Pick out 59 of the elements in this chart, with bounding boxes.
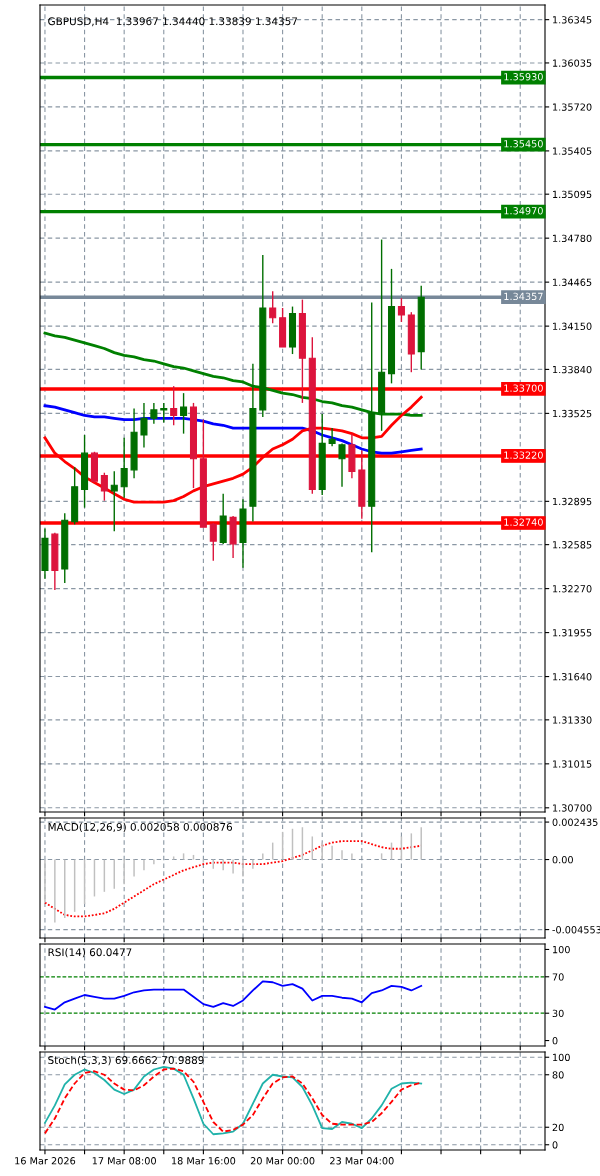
y-tick-label: 1.32270: [553, 585, 592, 593]
ref-line-label: 1.32740: [504, 518, 543, 526]
y-tick-label: 30: [552, 1009, 564, 1018]
x-tick-label: 23 Mar 04:00: [330, 1157, 394, 1165]
candlestick: [150, 402, 158, 425]
y-tick-label: 1.32585: [553, 541, 592, 549]
ref-line-label: 1.33220: [504, 451, 543, 459]
y-tick-label: 1.32895: [553, 497, 592, 506]
y-tick-label: 1.33525: [553, 409, 592, 418]
y-tick-label: 1.35720: [553, 103, 592, 111]
candlestick: [397, 297, 405, 323]
y-tick-label: 0.002435: [552, 818, 598, 826]
y-tick-label: 70: [552, 973, 564, 981]
y-tick-label: 0: [552, 1141, 558, 1149]
ref-line-label: 1.35450: [504, 140, 543, 148]
candlestick: [180, 392, 188, 435]
y-tick-label: 0.00: [552, 856, 573, 864]
candlestick: [100, 472, 108, 502]
text: GBPUSD,H4 1.33967 1.34440 1.33839 1.34357: [48, 17, 298, 27]
line-series: [44, 980, 423, 1011]
candlestick: [338, 442, 346, 488]
y-tick-label: 1.34465: [553, 278, 592, 286]
candlestick: [209, 522, 217, 562]
x-tick-label: 17 Mar 08:00: [92, 1157, 156, 1165]
x-tick-label: 16 Mar 2026: [15, 1157, 76, 1165]
line-series: [43, 331, 423, 417]
y-tick-label: 0: [552, 1037, 558, 1045]
ref-line-label: 1.34357: [504, 292, 543, 301]
candlestick: [140, 402, 148, 449]
candlestick: [269, 290, 277, 325]
y-tick-label: 100: [553, 1053, 570, 1062]
y-tick-label: 1.35405: [553, 147, 592, 155]
y-tick-label: 1.30700: [553, 804, 592, 812]
y-tick-label: 1.35095: [553, 190, 592, 199]
chart-title: MACD(12,26,9) 0.002058 0.000876: [48, 822, 233, 833]
ref-line-label: 1.33700: [504, 384, 543, 392]
y-tick-label: 20: [552, 1123, 564, 1132]
y-tick-label: 1.33840: [553, 365, 592, 374]
candlestick: [120, 437, 128, 499]
y-tick-label: 1.34150: [553, 322, 592, 330]
candlestick: [328, 427, 336, 447]
y-tick-label: 80: [552, 1071, 564, 1079]
chart-title: Stoch(5,3,3) 69.6662 70.9889: [48, 1055, 204, 1066]
ref-line-label: 1.34970: [504, 207, 543, 215]
candlestick: [110, 470, 118, 533]
x-tick-label: 18 Mar 16:00: [171, 1157, 236, 1165]
candlestick: [170, 385, 178, 426]
y-tick-label: 1.31015: [553, 760, 592, 768]
y-tick-label: 1.31640: [553, 673, 592, 681]
x-tick-label: 20 Mar 00:00: [250, 1157, 315, 1165]
y-tick-label: 1.36345: [553, 16, 592, 24]
chart-title: RSI(14) 60.0477: [48, 948, 132, 958]
y-tick-label: 1.34780: [553, 234, 592, 242]
y-tick-label: 1.31955: [553, 629, 592, 637]
y-tick-label: 1.31330: [553, 716, 592, 724]
y-tick-label: 1.36035: [553, 59, 592, 67]
candlestick: [160, 402, 168, 424]
y-tick-label: 100: [553, 945, 570, 954]
ref-line-label: 1.35930: [504, 73, 543, 81]
